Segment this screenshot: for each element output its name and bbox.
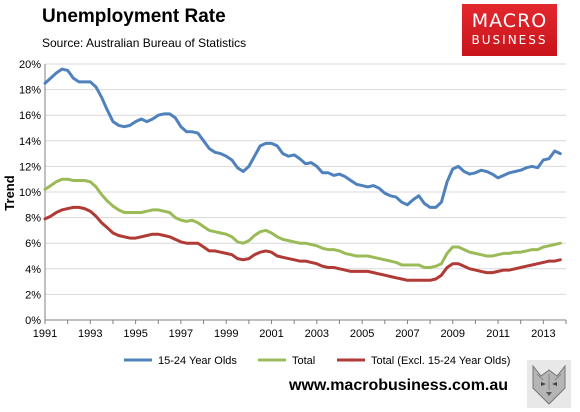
y-tick-label: 4% — [25, 264, 41, 276]
y-tick-label: 10% — [19, 187, 41, 199]
source-note: Source: Australian Bureau of Statistics — [42, 36, 247, 50]
y-tick-label: 14% — [19, 136, 41, 148]
wolf-logo-icon — [527, 360, 571, 408]
x-tick-label: 1995 — [123, 328, 147, 340]
x-tick-label: 2005 — [350, 328, 374, 340]
series-line-3 — [43, 205, 562, 282]
x-tick-label: 1997 — [169, 328, 193, 340]
y-tick-label: 20% — [19, 59, 41, 71]
website-url: www.macrobusiness.com.au — [289, 377, 509, 394]
logo-line-1: MACRO — [471, 10, 548, 32]
legend-label: 15-24 Year Olds — [158, 355, 237, 367]
series-lines — [43, 67, 562, 282]
series-line-1 — [43, 67, 562, 209]
x-tick-label: 1991 — [33, 328, 57, 340]
y-tick-label: 12% — [19, 161, 41, 173]
gridlines — [45, 63, 566, 295]
logo-line-2: BUSINESS — [471, 33, 548, 47]
x-tick-label: 2007 — [395, 328, 419, 340]
x-tick-label: 2013 — [531, 328, 555, 340]
y-tick-label: 6% — [25, 238, 41, 250]
y-tick-label: 8% — [25, 213, 41, 225]
series-line-2 — [43, 177, 562, 269]
y-tick-label: 18% — [19, 85, 41, 97]
x-tick-label: 1993 — [78, 328, 102, 340]
axes: 0% 2% 4% 6% 8% 10% 12% 14% 16% 18% 20% 1991 1993 1995… — [19, 59, 567, 340]
x-tick-label: 2011 — [486, 328, 510, 340]
x-tick-label: 2003 — [305, 328, 329, 340]
x-tick-label: 2009 — [440, 328, 464, 340]
y-tick-label: 2% — [25, 289, 41, 301]
y-tick-label: 0% — [25, 315, 41, 327]
legend-label: Total — [292, 355, 315, 367]
chart-title: Unemployment Rate — [42, 6, 226, 27]
x-tick-label: 2001 — [259, 328, 283, 340]
macrobusiness-logo: MACRO BUSINESS — [462, 4, 557, 56]
x-tick-label: 1999 — [214, 328, 238, 340]
y-axis-label: Trend — [2, 175, 17, 210]
legend-label: Total (Excl. 15-24 Year Olds) — [371, 355, 510, 367]
y-tick-label: 16% — [19, 110, 41, 122]
legend: 15-24 Year Olds Total Total (Excl. 15-24 Y… — [124, 355, 510, 367]
